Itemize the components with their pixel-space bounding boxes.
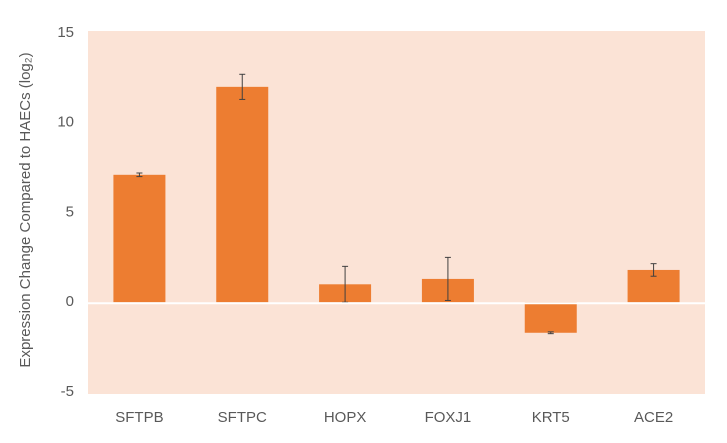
x-tick-label: KRT5	[532, 409, 570, 426]
y-tick-label: 5	[66, 203, 74, 220]
bar	[524, 302, 577, 333]
bar	[113, 174, 166, 303]
plot-background	[88, 31, 705, 394]
y-tick-label: 10	[57, 114, 74, 131]
x-tick-label: SFTPB	[115, 409, 163, 426]
y-tick-label: -5	[61, 383, 74, 400]
error-bar	[136, 172, 143, 178]
y-tick-label: 0	[66, 293, 74, 310]
bar	[216, 86, 269, 303]
error-bar	[444, 256, 451, 301]
error-bar	[239, 73, 246, 100]
x-tick-label: ACE2	[634, 409, 673, 426]
error-bar	[650, 263, 657, 277]
y-tick-label: 15	[57, 24, 74, 41]
x-tick-label: FOXJ1	[425, 409, 472, 426]
y-axis-label: Expression Change Compared to HAECs (log…	[17, 52, 34, 367]
x-tick-label: HOPX	[324, 409, 367, 426]
error-bar	[547, 331, 554, 335]
x-tick-label: SFTPC	[218, 409, 267, 426]
